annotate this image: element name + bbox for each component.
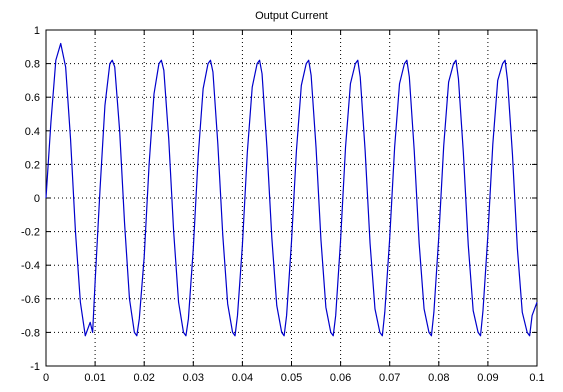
y-tick-label: -0.2: [21, 227, 40, 239]
x-tick-label: 0.08: [428, 372, 449, 384]
x-tick-label: 0.1: [529, 372, 544, 384]
y-tick-label: -1: [30, 361, 40, 373]
x-tick-label: 0.03: [183, 372, 204, 384]
x-tick-label: 0.09: [477, 372, 498, 384]
y-tick-label: 0.2: [25, 159, 40, 171]
y-tick-label: 1: [34, 25, 40, 37]
y-tick-label: 0.6: [25, 92, 40, 104]
axis-ticks: [45, 29, 538, 367]
x-tick-label: 0.02: [133, 372, 154, 384]
x-tick-labels: 0 0.01 0.02 0.03 0.04 0.05 0.06 0.07 0.08 0.09 0.1: [43, 372, 545, 384]
x-tick-label: 0.05: [281, 372, 302, 384]
y-tick-labels: -1 -0.8 -0.6 -0.4 -0.2 0 0.2 0.4 0.6 0.8 1: [21, 25, 40, 373]
grid: [46, 30, 537, 366]
y-tick-label: -0.8: [21, 327, 40, 339]
y-tick-label: 0: [34, 193, 40, 205]
x-tick-label: 0.04: [232, 372, 253, 384]
series-group: [45, 42, 538, 337]
y-tick-label: -0.4: [21, 260, 40, 272]
y-tick-label: -0.6: [21, 294, 40, 306]
chart-title: Output Current: [255, 10, 328, 22]
series-line: [45, 42, 538, 337]
x-tick-label: 0: [43, 372, 49, 384]
x-tick-label: 0.06: [330, 372, 351, 384]
x-tick-label: 0.01: [84, 372, 105, 384]
y-tick-label: 0.4: [25, 126, 40, 138]
y-tick-label: 0.8: [25, 59, 40, 71]
x-tick-label: 0.07: [379, 372, 400, 384]
